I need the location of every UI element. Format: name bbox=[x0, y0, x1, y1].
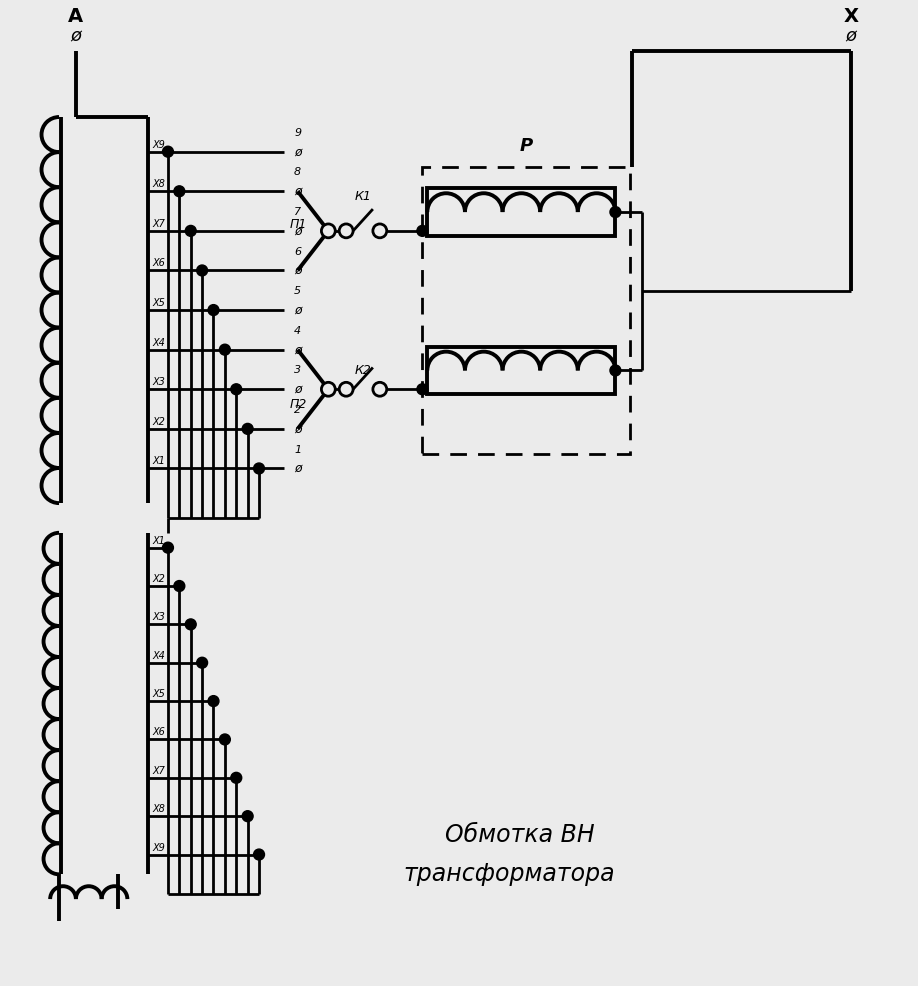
Circle shape bbox=[373, 383, 386, 396]
Text: ø: ø bbox=[294, 462, 301, 475]
Text: X1: X1 bbox=[152, 457, 165, 466]
Text: П1: П1 bbox=[289, 219, 307, 232]
Circle shape bbox=[610, 365, 621, 376]
Text: 4: 4 bbox=[294, 325, 301, 336]
Text: ø: ø bbox=[294, 145, 301, 158]
Circle shape bbox=[174, 185, 185, 197]
Text: X2: X2 bbox=[152, 574, 165, 584]
Circle shape bbox=[321, 224, 335, 238]
Text: К1: К1 bbox=[354, 190, 372, 203]
Circle shape bbox=[174, 581, 185, 592]
Circle shape bbox=[162, 542, 174, 553]
Text: X9: X9 bbox=[152, 140, 165, 150]
Bar bbox=[427, 188, 615, 236]
Text: X2: X2 bbox=[152, 417, 165, 427]
Circle shape bbox=[162, 146, 174, 157]
Text: X5: X5 bbox=[152, 689, 165, 699]
Circle shape bbox=[242, 423, 253, 434]
Text: П2: П2 bbox=[289, 397, 307, 410]
Text: ø: ø bbox=[294, 383, 301, 395]
Text: X8: X8 bbox=[152, 805, 165, 814]
Text: 1: 1 bbox=[294, 445, 301, 455]
Text: X1: X1 bbox=[152, 535, 165, 545]
Text: Р: Р bbox=[520, 137, 533, 155]
Circle shape bbox=[242, 810, 253, 821]
Circle shape bbox=[230, 384, 241, 394]
Text: X9: X9 bbox=[152, 843, 165, 853]
Circle shape bbox=[196, 658, 207, 669]
Circle shape bbox=[253, 463, 264, 474]
Text: X3: X3 bbox=[152, 612, 165, 622]
Text: Х: Х bbox=[844, 7, 858, 26]
Text: X7: X7 bbox=[152, 766, 165, 776]
Circle shape bbox=[340, 383, 353, 396]
Circle shape bbox=[208, 305, 218, 316]
Text: Обмотка ВН: Обмотка ВН bbox=[444, 822, 594, 847]
Circle shape bbox=[373, 224, 386, 238]
Text: X6: X6 bbox=[152, 728, 165, 738]
Text: 7: 7 bbox=[294, 207, 301, 217]
Bar bbox=[427, 347, 615, 394]
Text: X7: X7 bbox=[152, 219, 165, 229]
Text: К2: К2 bbox=[354, 365, 372, 378]
Text: ø: ø bbox=[845, 28, 856, 45]
Text: X3: X3 bbox=[152, 378, 165, 387]
Text: трансформатора: трансформатора bbox=[404, 863, 615, 886]
Text: А: А bbox=[68, 7, 84, 26]
Circle shape bbox=[321, 383, 335, 396]
Circle shape bbox=[219, 344, 230, 355]
Text: ø: ø bbox=[294, 225, 301, 238]
Text: X6: X6 bbox=[152, 258, 165, 268]
Circle shape bbox=[230, 772, 241, 783]
Text: ø: ø bbox=[294, 343, 301, 356]
Circle shape bbox=[417, 226, 428, 237]
Circle shape bbox=[610, 207, 621, 218]
Circle shape bbox=[185, 226, 196, 237]
Text: 9: 9 bbox=[294, 128, 301, 138]
Text: 8: 8 bbox=[294, 168, 301, 177]
Circle shape bbox=[208, 696, 218, 707]
Bar bbox=[422, 167, 631, 454]
Circle shape bbox=[219, 734, 230, 744]
Text: X8: X8 bbox=[152, 179, 165, 189]
Text: ø: ø bbox=[71, 28, 82, 45]
Text: ø: ø bbox=[294, 264, 301, 277]
Circle shape bbox=[253, 849, 264, 860]
Text: X5: X5 bbox=[152, 298, 165, 308]
Text: 2: 2 bbox=[294, 405, 301, 415]
Text: 5: 5 bbox=[294, 286, 301, 296]
Circle shape bbox=[196, 265, 207, 276]
Text: ø: ø bbox=[294, 304, 301, 317]
Text: X4: X4 bbox=[152, 337, 165, 348]
Text: 3: 3 bbox=[294, 366, 301, 376]
Text: ø: ø bbox=[294, 184, 301, 198]
Text: X4: X4 bbox=[152, 651, 165, 661]
Circle shape bbox=[185, 619, 196, 630]
Text: 6: 6 bbox=[294, 246, 301, 256]
Circle shape bbox=[340, 224, 353, 238]
Text: ø: ø bbox=[294, 422, 301, 436]
Circle shape bbox=[417, 384, 428, 394]
